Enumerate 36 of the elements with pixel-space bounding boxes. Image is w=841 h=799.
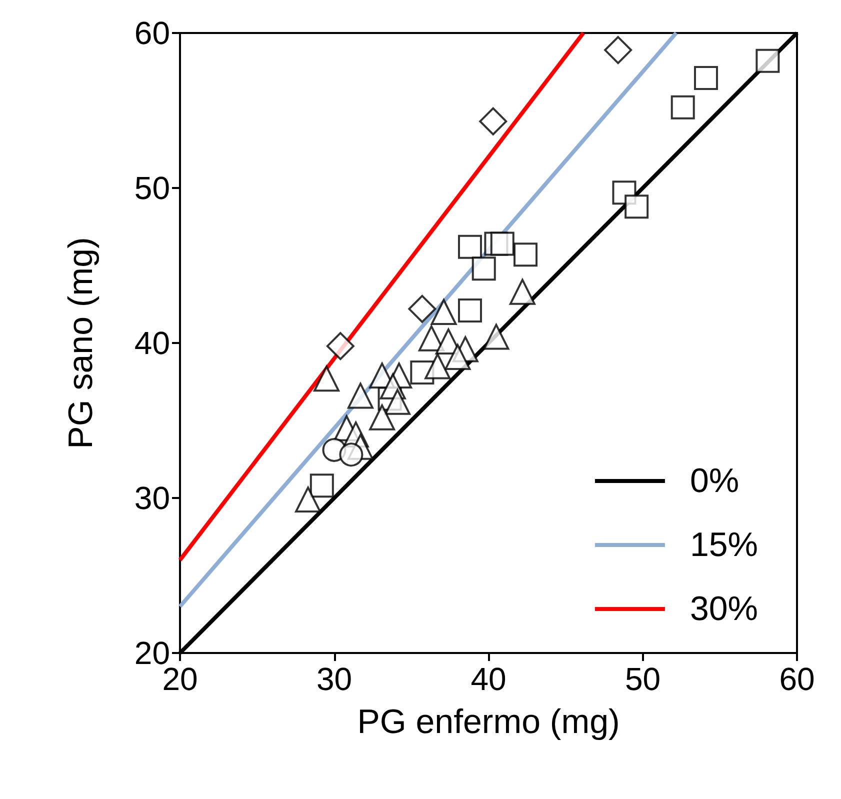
x-tick-label: 30 — [316, 661, 352, 697]
point — [430, 299, 457, 325]
point — [326, 332, 354, 360]
point — [314, 366, 340, 392]
x-tick-label: 50 — [624, 661, 661, 697]
point — [509, 278, 536, 305]
point — [408, 294, 436, 323]
point — [347, 382, 374, 409]
point — [483, 324, 510, 350]
point — [756, 48, 780, 73]
point — [369, 404, 396, 430]
y-axis-title: PG sano (mg) — [62, 237, 100, 449]
legend-label: 30% — [690, 590, 758, 628]
point — [458, 234, 482, 259]
point — [384, 388, 410, 415]
x-axis-title: PG enfermo (mg) — [357, 703, 620, 741]
y-tick-label: 40 — [134, 325, 170, 361]
point — [310, 474, 334, 498]
y-tick-label: 50 — [134, 170, 170, 206]
point — [444, 344, 471, 370]
legend-label: 15% — [690, 526, 758, 564]
point — [670, 95, 695, 120]
x-tick-label: 60 — [779, 661, 815, 697]
y-tick-label: 30 — [134, 480, 170, 516]
point — [479, 107, 508, 136]
point — [472, 256, 496, 281]
point — [624, 194, 649, 219]
point — [339, 442, 364, 467]
x-tick-label: 40 — [470, 661, 506, 697]
y-tick-label: 60 — [134, 15, 170, 51]
point — [424, 353, 451, 380]
point — [490, 232, 514, 256]
point — [295, 486, 322, 513]
legend-label: 0% — [690, 462, 740, 500]
point — [604, 36, 632, 64]
point — [514, 242, 538, 267]
